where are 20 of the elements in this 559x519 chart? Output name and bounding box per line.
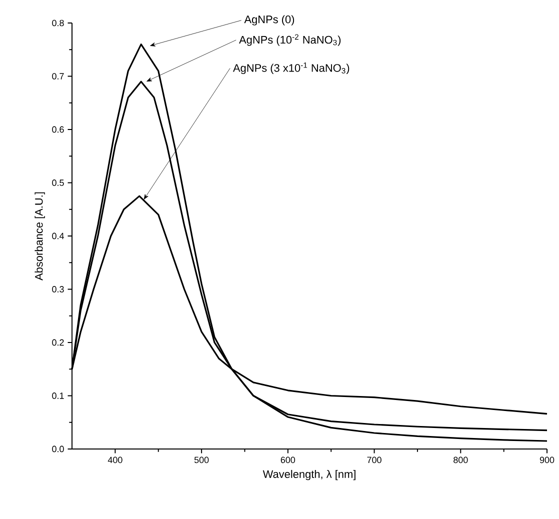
y-tick-label: 0.1	[52, 392, 64, 399]
text: AgNPs (0)	[244, 15, 294, 26]
x-tick-label: 600	[280, 456, 296, 464]
y-tick-label: 0.8	[52, 20, 64, 26]
y-axis-title: Absorbance [A.U.]	[34, 192, 45, 280]
text: AgNPs (3 x10$^{-1}$ NaNO$_{3}$)	[232, 62, 350, 74]
y-tick-label: 0.3	[52, 286, 64, 292]
x-tick-label: 400	[108, 456, 122, 464]
y-tick-label: 0.5	[52, 180, 64, 186]
x-tick-label: 700	[367, 456, 382, 464]
y-tick-label: 0.2	[52, 339, 64, 346]
y-tick-label: 0.4	[52, 232, 64, 240]
x-tick-label: 800	[454, 456, 468, 464]
y-tick-label: 0.0	[52, 446, 64, 452]
text: AgNPs (10$^{-2}$ NaNO$_{3}$)	[239, 34, 341, 46]
x-tick-label: 900	[540, 456, 554, 464]
y-tick-label: 0.6	[52, 126, 64, 133]
x-tick-label: 500	[194, 456, 209, 464]
x-axis-title: Wavelength, λ [nm]	[262, 470, 356, 480]
y-tick-label: 0.7	[52, 73, 64, 80]
